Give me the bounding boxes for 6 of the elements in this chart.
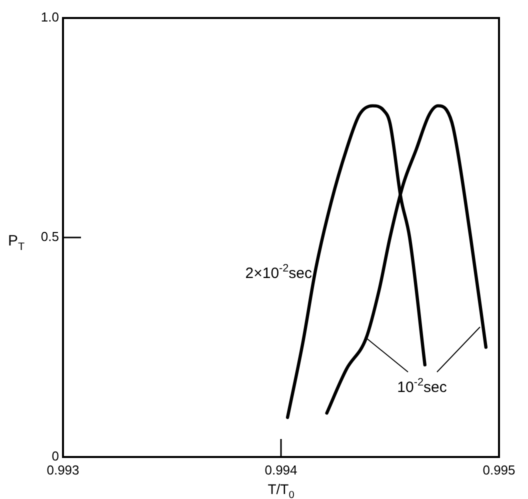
x-tick-label: 0.994 <box>264 462 298 478</box>
y-tick-label: 0.5 <box>40 229 59 244</box>
x-tick-label: 0.995 <box>482 462 516 478</box>
y-tick-label: 1.0 <box>40 10 59 25</box>
y-tick-label: 0 <box>52 448 59 464</box>
x-tick-label: 0.993 <box>46 462 80 478</box>
